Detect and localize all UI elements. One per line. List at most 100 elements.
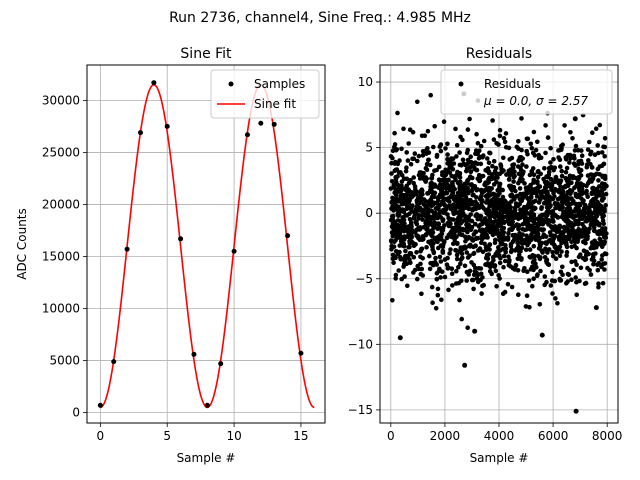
residual-point <box>581 248 587 253</box>
residual-point <box>474 131 479 137</box>
residual-point <box>399 183 404 189</box>
residual-point <box>555 215 561 220</box>
residual-point <box>527 196 533 201</box>
residual-point <box>561 224 567 230</box>
residual-point <box>564 281 569 286</box>
residual-point <box>535 233 541 238</box>
residual-point <box>438 259 444 264</box>
residual-point <box>510 219 515 225</box>
residual-point <box>568 156 573 161</box>
residual-point <box>427 266 433 272</box>
residual-point <box>596 285 601 290</box>
residual-point <box>543 123 548 128</box>
residual-point <box>425 212 431 217</box>
residual-point <box>506 176 512 182</box>
residual-point <box>429 194 435 200</box>
residual-point <box>403 168 409 174</box>
residual-point <box>481 188 486 193</box>
residual-point <box>594 219 600 224</box>
residual-point <box>460 255 465 261</box>
residual-point <box>500 246 506 252</box>
residual-point <box>593 214 598 220</box>
residual-point <box>531 129 537 135</box>
residual-point <box>486 212 491 218</box>
residual-point <box>411 192 417 198</box>
residual-point <box>535 272 540 277</box>
sample-point <box>298 350 304 356</box>
residuals-axes: 0 2000 4000 6000 8000 −15 −10 −5 0 5 10 Residuals … <box>348 46 623 465</box>
residual-point <box>602 136 608 141</box>
residual-point <box>450 190 456 196</box>
residual-point <box>433 255 438 261</box>
residual-point <box>567 206 573 211</box>
residual-point <box>594 192 600 197</box>
residual-point <box>487 242 493 247</box>
residual-point <box>535 174 541 180</box>
residual-point <box>588 149 594 155</box>
residual-point <box>393 190 399 195</box>
residual-point <box>525 205 531 211</box>
residual-point <box>534 265 539 270</box>
residual-point <box>563 175 568 181</box>
residual-point <box>549 278 555 283</box>
residual-point <box>449 229 454 234</box>
residual-point <box>559 143 564 149</box>
residual-point <box>597 236 603 242</box>
residual-point <box>548 283 554 288</box>
residual-point <box>492 264 497 269</box>
residual-point <box>487 208 492 214</box>
residual-point <box>469 277 475 283</box>
residual-point <box>554 250 560 255</box>
residual-point <box>600 218 606 224</box>
residual-point <box>596 281 601 287</box>
residual-point <box>497 231 503 236</box>
residual-point <box>474 276 480 281</box>
residual-point <box>530 230 535 235</box>
residual-point <box>463 238 468 244</box>
residual-point <box>559 202 565 207</box>
residual-point <box>395 110 400 116</box>
residual-point <box>573 193 579 199</box>
residual-point <box>396 212 402 217</box>
residual-point <box>475 272 481 278</box>
y-tick-label: 10000 <box>42 302 80 316</box>
residual-point <box>491 158 497 164</box>
residual-point <box>512 169 517 175</box>
residual-point <box>534 194 540 199</box>
residual-point <box>569 259 574 265</box>
residual-point <box>391 213 396 219</box>
residual-point <box>506 263 512 268</box>
residual-point <box>393 254 398 259</box>
residual-point <box>445 152 450 157</box>
residual-point <box>518 215 523 220</box>
legend-sine-fit-label: Sine fit <box>254 97 296 111</box>
residual-point <box>414 250 419 255</box>
residual-point <box>600 186 605 191</box>
residual-point <box>600 212 605 217</box>
residual-point <box>553 296 558 301</box>
residual-point <box>602 239 607 245</box>
residual-point <box>487 263 492 268</box>
residual-point <box>434 152 440 158</box>
residual-point <box>578 265 584 271</box>
residual-point <box>487 268 493 274</box>
residual-point <box>465 325 471 331</box>
residual-point <box>419 187 425 192</box>
residual-point <box>523 185 529 191</box>
residual-point <box>548 145 553 151</box>
residual-point <box>579 216 585 222</box>
residual-point <box>568 201 573 207</box>
residual-point <box>578 181 584 186</box>
residual-point <box>392 168 398 174</box>
residual-point <box>531 189 537 195</box>
residual-point <box>467 116 472 122</box>
residual-point <box>494 141 499 146</box>
residual-point <box>415 276 420 282</box>
residual-point <box>389 239 394 244</box>
residual-point <box>400 219 406 225</box>
residual-point <box>566 176 572 181</box>
residual-point <box>521 268 526 274</box>
residual-point <box>448 221 453 227</box>
residual-point <box>405 283 410 289</box>
residual-point <box>442 181 447 187</box>
